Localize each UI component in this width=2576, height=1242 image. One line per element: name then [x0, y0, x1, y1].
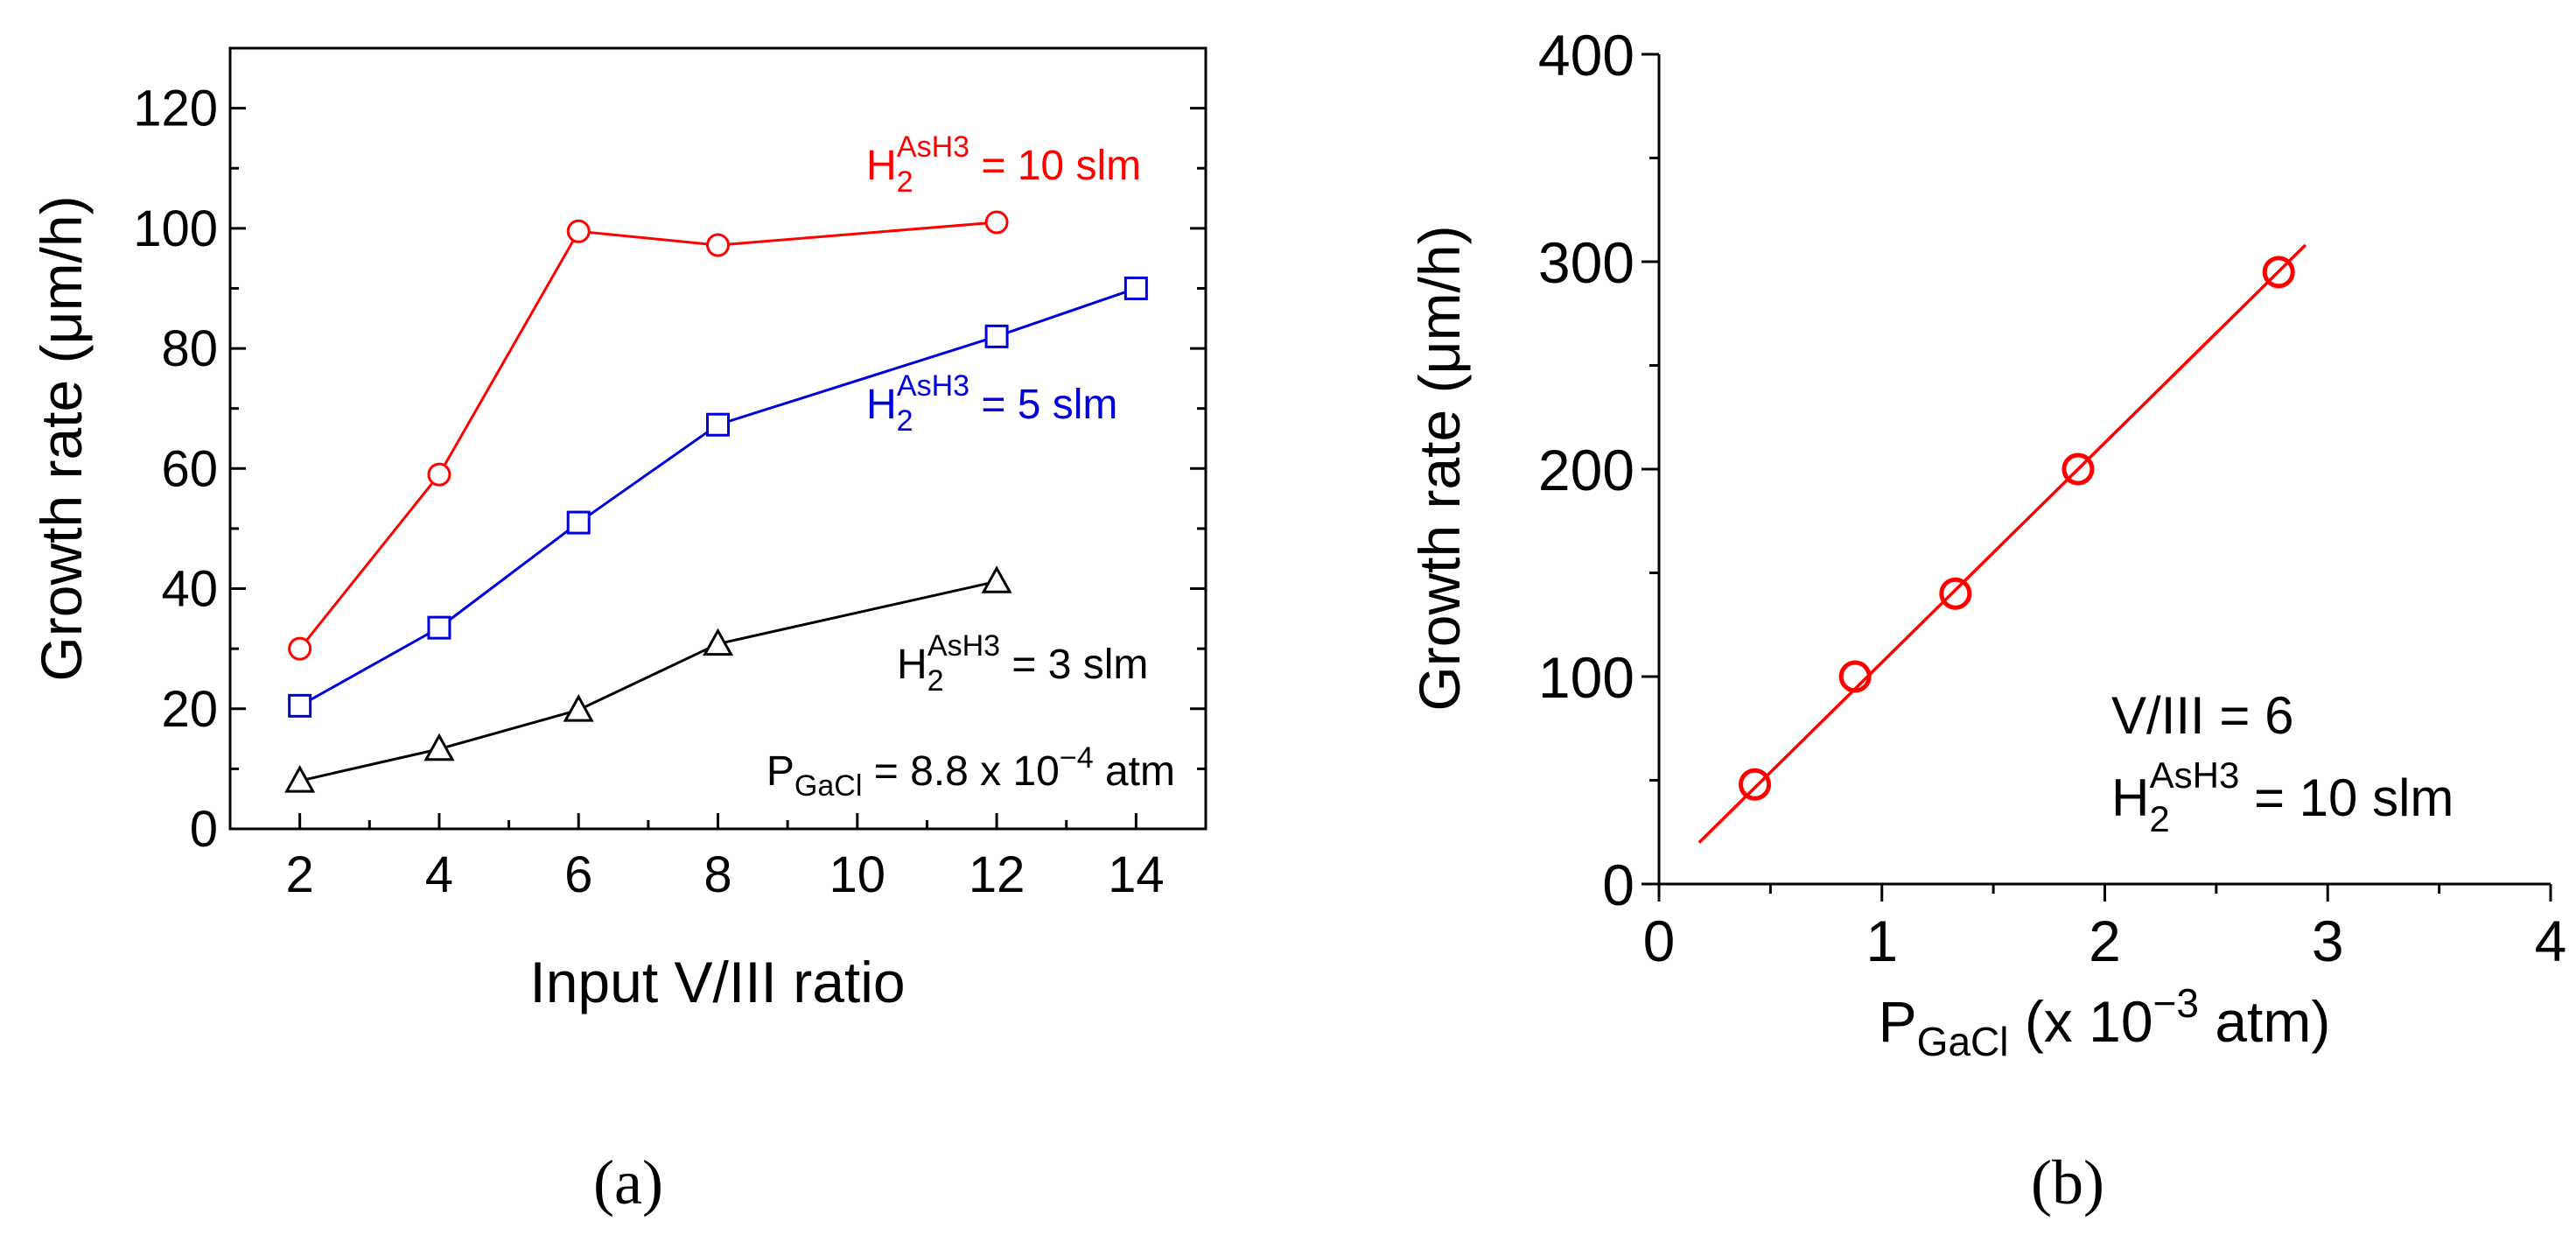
series-line-0 [298, 221, 998, 650]
series-labels-a: H2AsH3 = 10 slm H2AsH3 = 5 slm H2AsH3 = 3 … [866, 130, 1148, 698]
x-tick-label-a: 2 [286, 846, 314, 903]
y-tick-label-a: 120 [133, 81, 218, 137]
x-tick-label-a: 12 [969, 846, 1026, 903]
fit-line-b [1698, 243, 2307, 844]
x-tick-label-b: 3 [2312, 909, 2344, 973]
y-axis-title-a: Growth rate (μm/h) [29, 195, 94, 681]
series-line-1 [298, 287, 1137, 707]
data-point-triangle [563, 694, 594, 722]
series-label-0: H2AsH3 = 10 slm [866, 130, 1141, 199]
linear-fit-line [1698, 243, 2307, 844]
data-point-circle [427, 462, 452, 487]
x-tick-label-b: 1 [1866, 909, 1898, 973]
data-point-circle-b [1939, 577, 1972, 610]
data-point-triangle [981, 565, 1012, 593]
data-point-circle [706, 233, 730, 257]
chart-panel-a: 2 4 6 8 10 12 14 0 20 40 60 80 100 120 H2AsH3 = 10 sl… [29, 46, 1208, 1217]
data-point-circle-b [1838, 660, 1872, 693]
vIII-annotation: V/III = 6 [2111, 686, 2293, 745]
y-tick-label-b: 100 [1538, 645, 1634, 710]
x-tick-label-b: 2 [2089, 909, 2121, 973]
x-tick-label-b: 4 [2535, 909, 2567, 973]
data-point-square [706, 412, 730, 437]
data-point-circle [566, 219, 591, 243]
x-axis-title-b: PGaCl (x 10−3 atm) [1879, 980, 2331, 1064]
data-points-b [1739, 256, 2295, 801]
y-tick-label-a: 80 [161, 320, 218, 377]
x-tick-label-a: 14 [1108, 846, 1165, 903]
y-axis-title-b: Growth rate (μm/h) [1407, 225, 1472, 711]
data-point-triangle [424, 733, 455, 761]
panel-label-a: (a) [593, 1147, 663, 1217]
series-label-2: H2AsH3 = 3 slm [897, 629, 1148, 698]
x-tick-label-a: 8 [704, 846, 732, 903]
x-tick-label-a: 4 [425, 846, 453, 903]
y-tick-label-b: 0 [1602, 853, 1634, 917]
y-tick-label-a: 20 [161, 681, 218, 738]
y-tick-label-a: 60 [161, 440, 218, 497]
data-point-circle-b [1739, 768, 1772, 801]
series-markers-a [284, 210, 1148, 793]
data-point-circle-b [2262, 256, 2295, 289]
data-point-square [984, 324, 1009, 348]
data-point-square [288, 693, 312, 718]
y-tick-label-a: 100 [133, 200, 218, 257]
y-tick-label-b: 200 [1538, 438, 1634, 502]
x-tick-label-a: 10 [830, 846, 886, 903]
chart-panel-b: 0 1 2 3 4 0 100 200 300 400 V/III = 6 H2AsH3 = 10 … [1407, 23, 2566, 1217]
y-tick-label-a: 40 [161, 561, 218, 618]
data-point-circle [984, 210, 1009, 235]
condition-annotation-b: V/III = 6 H2AsH3 = 10 slm [2111, 686, 2454, 839]
series-lines-a [298, 221, 1137, 782]
axis-ticks-a: 2 4 6 8 10 12 14 0 20 40 60 80 100 120 [133, 81, 1208, 903]
y-tick-label-a: 0 [190, 801, 218, 858]
data-point-circle-b [2062, 453, 2095, 486]
y-tick-label-b: 400 [1538, 23, 1634, 88]
series-label-1: H2AsH3 = 5 slm [866, 369, 1117, 438]
y-tick-label-b: 300 [1538, 230, 1634, 295]
data-point-square [1124, 276, 1148, 300]
x-tick-label-a: 6 [564, 846, 592, 903]
data-point-triangle [702, 628, 734, 656]
x-tick-label-b: 0 [1643, 909, 1676, 973]
pressure-annotation-a: PGaCl = 8.8 x 10−4 atm [766, 741, 1175, 803]
axis-ticks-b: 0 1 2 3 4 0 100 200 300 400 [1538, 23, 2566, 973]
data-point-triangle [284, 765, 316, 793]
h2-flow-annotation-b: H2AsH3 = 10 slm [2111, 754, 2454, 839]
panel-label-b: (b) [2031, 1147, 2104, 1217]
data-point-circle [288, 636, 312, 661]
data-point-square [427, 615, 452, 640]
x-axis-title-a: Input V/III ratio [529, 950, 905, 1014]
data-point-square [566, 510, 591, 535]
